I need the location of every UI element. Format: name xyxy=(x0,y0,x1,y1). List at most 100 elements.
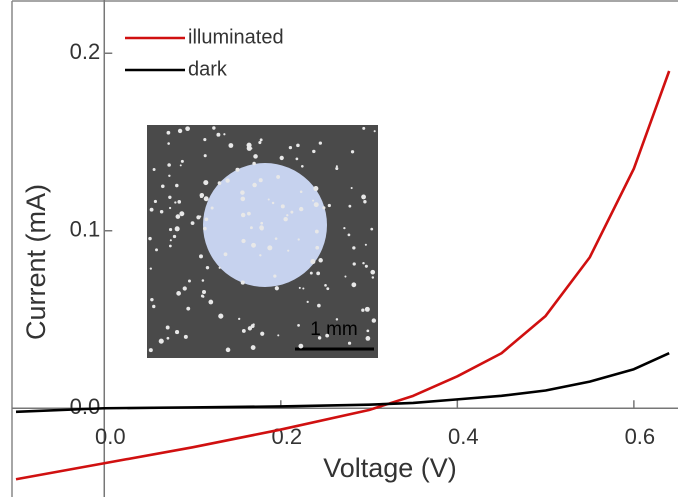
inset-speck xyxy=(371,318,377,323)
inset-speck xyxy=(167,163,171,167)
inset-disc xyxy=(203,163,327,287)
inset-speck xyxy=(267,245,273,251)
inset-speck xyxy=(223,133,226,136)
inset-speck xyxy=(174,226,180,232)
inset-speck xyxy=(208,299,214,305)
inset-speck xyxy=(322,206,326,210)
legend-label: illuminated xyxy=(188,26,284,48)
inset-speck xyxy=(343,227,346,230)
inset-speck xyxy=(300,164,304,168)
inset-speck xyxy=(240,212,246,218)
inset-speck xyxy=(241,238,246,244)
inset-speck xyxy=(168,244,172,248)
inset-speck xyxy=(364,306,370,312)
inset-speck xyxy=(180,159,184,163)
x-axis-label: Voltage (V) xyxy=(323,453,457,483)
x-tick-label: 0.0 xyxy=(95,424,126,449)
inset-speck xyxy=(223,252,228,257)
inset-speck xyxy=(335,165,338,168)
inset-speck xyxy=(152,167,156,171)
inset-speck xyxy=(297,238,300,241)
inset-speck xyxy=(259,226,264,231)
inset-speck xyxy=(309,271,313,275)
inset-speck xyxy=(371,276,375,279)
inset-speck xyxy=(199,254,203,259)
inset-speck xyxy=(225,347,231,353)
inset-speck xyxy=(168,227,173,232)
inset-speck xyxy=(212,126,216,130)
inset-speck xyxy=(335,318,339,321)
inset-speck xyxy=(225,178,230,183)
inset-speck xyxy=(183,334,188,339)
inset-speck xyxy=(259,138,263,142)
inset-speck xyxy=(201,279,205,282)
inset-speck xyxy=(364,264,368,268)
inset-speck xyxy=(247,211,251,216)
inset-speck xyxy=(160,184,165,189)
y-tick-label: 0.0 xyxy=(70,394,101,419)
inset-speck xyxy=(159,210,164,214)
inset-speck xyxy=(175,330,180,335)
inset-speck xyxy=(363,200,367,204)
inset-speck xyxy=(153,199,157,204)
inset-speck xyxy=(362,126,366,130)
inset-speck xyxy=(298,343,304,349)
inset-speck xyxy=(312,149,316,154)
inset-speck xyxy=(240,196,246,202)
inset-speck xyxy=(200,294,204,298)
inset-speck xyxy=(313,202,319,208)
y-tick-label: 0.1 xyxy=(70,217,101,242)
inset-speck xyxy=(277,334,280,337)
inset-speck xyxy=(204,217,209,222)
inset-speck xyxy=(351,282,357,288)
inset-speck xyxy=(190,221,195,226)
inset-speck xyxy=(148,348,153,353)
y-tick-label: 0.2 xyxy=(70,39,101,64)
inset-speck xyxy=(316,271,321,276)
inset-speck xyxy=(280,204,285,209)
inset-speck xyxy=(326,287,330,291)
inset-speck xyxy=(361,194,366,200)
inset-speck xyxy=(199,215,202,218)
inset-speck xyxy=(352,262,356,266)
inset-speck xyxy=(317,303,321,308)
inset-speck xyxy=(175,183,179,188)
inset-speck xyxy=(350,186,353,190)
inset-speck xyxy=(324,283,327,287)
inset-speck xyxy=(251,242,256,248)
inset-speck xyxy=(327,203,331,208)
inset-speck xyxy=(177,200,182,204)
inset-speck xyxy=(317,336,322,340)
inset-speck xyxy=(203,138,207,142)
inset-speck xyxy=(318,141,322,145)
inset-speck xyxy=(274,286,279,291)
inset-speck xyxy=(279,155,284,161)
inset-speck xyxy=(314,229,319,234)
inset-speck xyxy=(286,214,289,217)
inset-speck xyxy=(246,142,252,148)
inset-speck xyxy=(182,286,187,291)
inset-speck xyxy=(176,291,181,296)
inset-speck xyxy=(350,150,355,154)
inset-speck xyxy=(158,338,164,344)
inset-speck xyxy=(260,221,264,225)
inset-speck xyxy=(362,261,365,265)
inset-speck xyxy=(152,304,156,309)
inset-speck xyxy=(347,233,351,237)
inset-speck xyxy=(168,195,172,199)
inset-speck xyxy=(201,289,207,295)
inset-speck xyxy=(260,331,265,336)
inset-speck xyxy=(238,317,241,321)
inset-speck xyxy=(306,300,309,303)
inset-speck xyxy=(287,249,290,252)
inset-speck xyxy=(352,246,356,250)
inset-speck xyxy=(186,306,191,311)
inset-speck xyxy=(167,142,170,145)
inset-speck xyxy=(373,130,376,133)
inset-speck xyxy=(253,154,258,159)
inset-speck xyxy=(267,198,270,201)
inset-speck xyxy=(235,167,240,172)
inset-speck xyxy=(203,180,209,186)
inset-speck xyxy=(325,333,330,338)
inset-speck xyxy=(312,199,315,202)
